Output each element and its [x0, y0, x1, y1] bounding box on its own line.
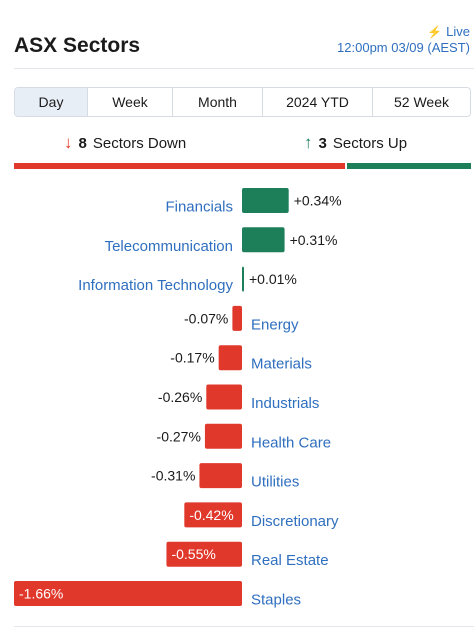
value-label: -0.26%	[158, 389, 202, 405]
bar-staples[interactable]	[14, 581, 242, 606]
value-label: -0.55%	[171, 546, 215, 562]
breadth-up-segment	[346, 163, 471, 169]
tab-week[interactable]: Week	[88, 88, 173, 116]
value-label: -0.27%	[157, 428, 201, 444]
value-label: -0.07%	[184, 310, 228, 326]
sectors-up-label: Sectors Up	[332, 134, 408, 152]
category-label[interactable]: Utilities	[251, 474, 299, 491]
sectors-down-label: Sectors Down	[92, 134, 187, 152]
sectors-down-count: 8	[78, 134, 87, 152]
value-label: -0.42%	[189, 507, 233, 523]
market-breadth-bar	[14, 163, 471, 169]
bar-utilities[interactable]	[199, 463, 242, 489]
timestamp: 12:00pm 03/09 (AEST)	[337, 40, 470, 55]
lightning-icon: ⚡	[427, 24, 443, 39]
category-label[interactable]: Real Estate	[251, 552, 329, 569]
bar-telecommunication[interactable]	[242, 227, 285, 253]
value-label: -0.17%	[170, 350, 214, 366]
live-label: Live	[446, 24, 470, 39]
category-label[interactable]: Information Technology	[78, 277, 233, 294]
sectors-up-count: 3	[318, 134, 327, 152]
bottom-divider	[14, 626, 474, 627]
category-label[interactable]: Financials	[165, 199, 233, 216]
value-label: +0.31%	[290, 232, 338, 248]
arrow-down-icon: ↓	[64, 133, 73, 152]
sector-bar-chart: +0.34% Financials +0.31% Telecommunication +…	[14, 188, 342, 609]
bar-materials[interactable]	[218, 345, 242, 371]
bar-industrials[interactable]	[206, 384, 242, 410]
divider	[14, 68, 474, 69]
bar-information-technology[interactable]	[242, 266, 244, 292]
category-label[interactable]: Health Care	[251, 434, 331, 451]
category-label[interactable]: Telecommunication	[105, 238, 233, 255]
tab-2024-ytd[interactable]: 2024 YTD	[263, 88, 373, 116]
tab-52-week[interactable]: 52 Week	[394, 94, 449, 110]
live-indicator[interactable]: ⚡ Live	[427, 24, 470, 39]
value-label: +0.01%	[249, 271, 297, 287]
tab-day[interactable]: Day	[15, 88, 88, 116]
arrow-up-icon: ↑	[304, 133, 313, 152]
tab-month[interactable]: Month	[173, 88, 263, 116]
bar-health-care[interactable]	[204, 423, 242, 449]
period-tabs: Day Week Month 2024 YTD 52 Week	[14, 87, 471, 117]
bar-real-estate[interactable]	[166, 541, 242, 567]
value-label: -0.31%	[151, 468, 195, 484]
bar-discretionary[interactable]	[184, 502, 242, 528]
category-label[interactable]: Industrials	[251, 395, 319, 412]
value-label: +0.34%	[294, 193, 342, 209]
page-title: ASX Sectors	[14, 34, 141, 57]
value-label: -1.66%	[19, 586, 63, 602]
category-label[interactable]: Discretionary	[251, 513, 339, 530]
sectors-up-summary: ↑ 3 Sectors Up	[304, 133, 407, 153]
breadth-down-segment	[14, 163, 345, 169]
sectors-down-summary: ↓ 8 Sectors Down	[64, 133, 186, 153]
bar-energy[interactable]	[232, 305, 242, 331]
bar-financials[interactable]	[242, 188, 289, 213]
category-label[interactable]: Energy	[251, 316, 299, 333]
category-label[interactable]: Staples	[251, 592, 301, 609]
category-label[interactable]: Materials	[251, 356, 312, 373]
